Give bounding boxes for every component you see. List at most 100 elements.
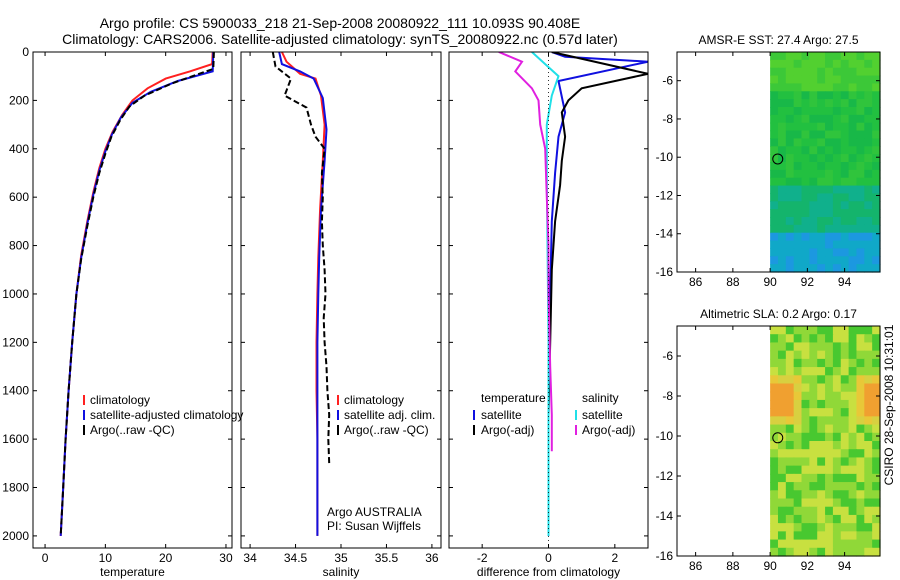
sla_map-cell — [770, 383, 779, 393]
sla_map-cell — [856, 334, 865, 344]
sst_map-cell — [848, 99, 858, 108]
sst_map-cell — [777, 201, 787, 210]
sst_map-cell — [848, 138, 858, 147]
sst_map-cell — [809, 52, 818, 61]
sst_map-cell — [809, 107, 818, 116]
sst_map-cell — [856, 146, 865, 155]
sla_map-cell — [825, 391, 834, 401]
temperature-legend-label: satellite-adjusted climatology — [90, 408, 243, 422]
sst_map-cell — [793, 59, 803, 69]
sla_map-cell — [801, 523, 810, 532]
sla_map-cell — [801, 490, 810, 500]
sla_map-cell — [825, 424, 834, 434]
sla_map-cell — [864, 350, 873, 360]
sst_map-cell — [801, 193, 810, 202]
sla_map-cell — [777, 547, 787, 557]
sst_map-cell — [825, 99, 834, 108]
sst_map-cell — [832, 209, 842, 218]
sla_map-cell — [832, 342, 842, 352]
sst_map-cell — [801, 107, 810, 116]
figure-title-line2: Climatology: CARS2006. Satellite-adjuste… — [62, 31, 618, 47]
sla_map-cell — [809, 457, 818, 467]
sla_map-cell — [793, 473, 803, 483]
sst_map-cell — [793, 248, 803, 257]
sla_map-cell — [793, 350, 803, 360]
sla_map-cell — [809, 498, 818, 508]
sla_map-cell — [770, 408, 779, 417]
sla_map-cell — [777, 342, 787, 352]
sla_map-cell — [856, 506, 865, 516]
difference-xlabel: difference from climatology — [477, 565, 620, 579]
sst_map-cell — [848, 146, 858, 155]
sla_map-cell — [793, 367, 803, 376]
sla_map-cell — [848, 457, 858, 467]
sst_map-cell — [840, 240, 850, 250]
sla_map-cell — [825, 375, 834, 385]
sla_map-cell — [793, 490, 803, 500]
sst_map-cell — [864, 146, 873, 155]
sla_map-cell — [825, 416, 834, 426]
sst_map-cell — [801, 138, 810, 147]
sst_map-cell — [825, 224, 834, 234]
sla_map-cell — [825, 399, 834, 409]
sst_map-cell — [817, 130, 826, 140]
sst_map-cell — [770, 107, 779, 116]
sst_map-cell — [817, 107, 826, 116]
sst_map-cell — [848, 162, 858, 171]
sst_map-cell — [770, 114, 779, 124]
sst_map-cell — [793, 177, 803, 187]
sst_map-cell — [817, 114, 826, 124]
sst_map-cell — [817, 209, 826, 218]
sst_map-cell — [809, 162, 818, 171]
sla_map-cell — [770, 490, 779, 500]
sla_map-cell — [817, 482, 826, 491]
sst_map-cell — [785, 185, 795, 195]
sst_map-cell — [793, 232, 803, 242]
sst_map-cell — [856, 138, 865, 147]
difference-xtick-label: 2 — [611, 551, 618, 565]
sla_map-cell — [817, 514, 826, 524]
sst_map-cell — [801, 67, 810, 77]
sla_map-cell — [793, 424, 803, 434]
sla_map-cell — [817, 375, 826, 385]
sst_map-cell — [856, 217, 865, 226]
sla_map-cell — [864, 391, 873, 401]
sst_map-cell — [817, 138, 826, 147]
sst_map-cell — [872, 107, 881, 116]
sla_map-cell — [832, 408, 842, 417]
temperature-ytick-label: 0 — [22, 45, 29, 59]
sla_map-cell — [809, 367, 818, 376]
sst_map-cell — [864, 59, 873, 69]
sst_map-cell — [809, 177, 818, 187]
sla_map-cell — [770, 506, 779, 516]
sst_map-cell — [848, 52, 858, 61]
sla_map-cell — [793, 498, 803, 508]
sla_map-cell — [793, 432, 803, 442]
sla_map-cell — [848, 416, 858, 426]
sst_map-ytick-label: -12 — [656, 188, 674, 202]
sst_map-cell — [825, 138, 834, 147]
sst_map-cell — [777, 232, 787, 242]
sst_map-cell — [872, 75, 881, 85]
sla_map-cell — [840, 449, 850, 459]
sla_map-cell — [785, 375, 795, 385]
sla_map-cell — [801, 334, 810, 344]
sla_map-cell — [840, 506, 850, 516]
sla_map-cell — [817, 547, 826, 557]
sst_map-cell — [801, 224, 810, 234]
sla_map-cell — [777, 375, 787, 385]
sla_map-cell — [872, 547, 881, 557]
sst_map-cell — [832, 201, 842, 210]
sst_map-cell — [785, 193, 795, 202]
sst_map-cell — [840, 138, 850, 147]
sst_map-cell — [801, 232, 810, 242]
sla_map-cell — [872, 523, 881, 532]
sst_map-cell — [801, 122, 810, 132]
sst_map-cell — [770, 224, 779, 234]
sla_map-cell — [785, 498, 795, 508]
sla_map-cell — [770, 416, 779, 426]
sst_map-xtick-label: 92 — [801, 275, 815, 289]
sla_map-cell — [825, 432, 834, 442]
sst_map-cell — [785, 264, 795, 273]
